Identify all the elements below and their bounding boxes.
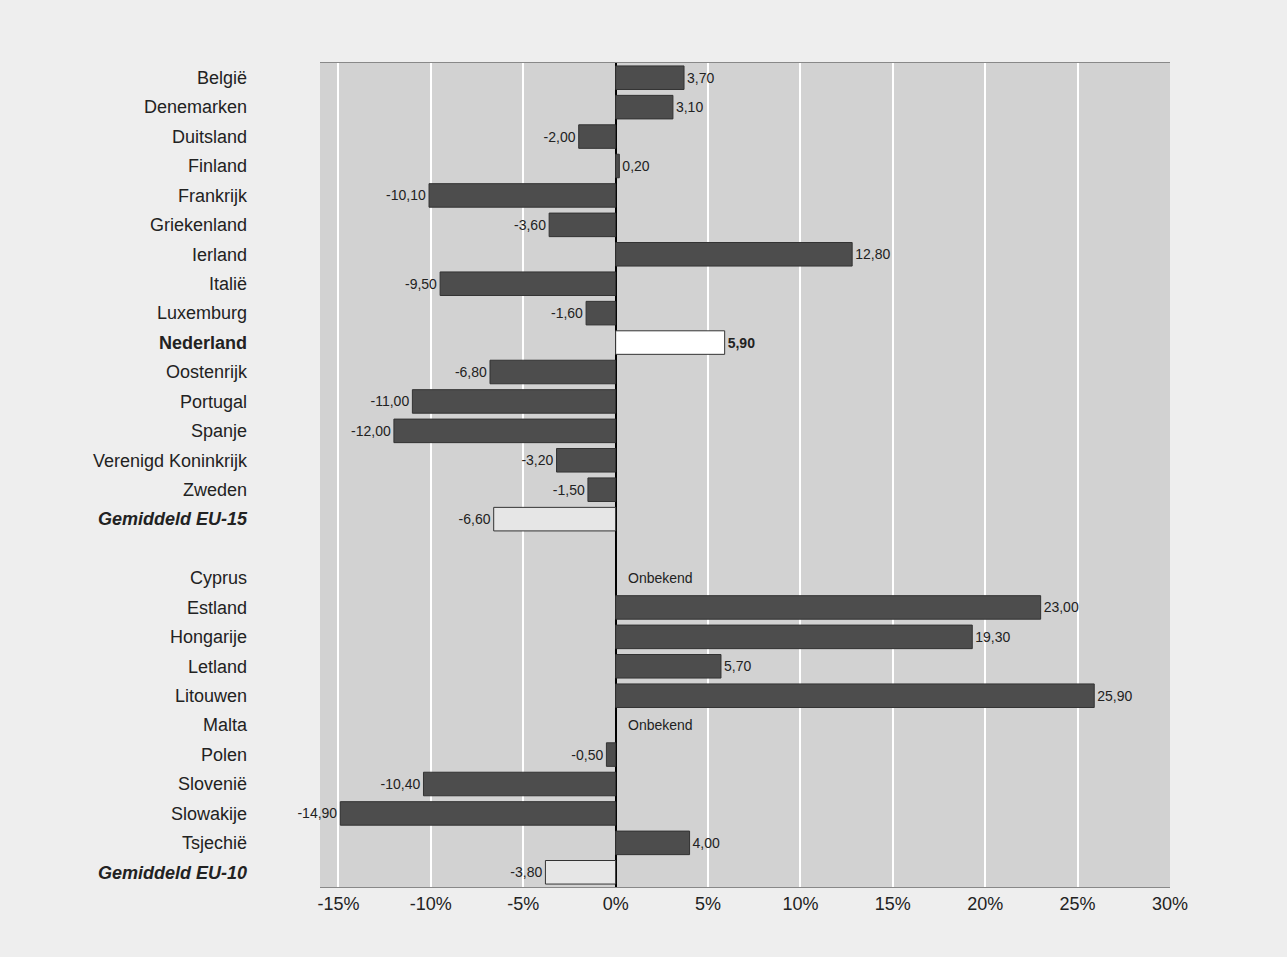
- svg-text:Estland: Estland: [187, 598, 247, 618]
- svg-text:Griekenland: Griekenland: [150, 215, 247, 235]
- svg-text:5,90: 5,90: [728, 335, 755, 351]
- svg-text:-14,90: -14,90: [297, 805, 337, 821]
- svg-text:20%: 20%: [967, 894, 1003, 914]
- svg-text:4,00: 4,00: [693, 835, 720, 851]
- svg-text:15%: 15%: [875, 894, 911, 914]
- svg-text:Onbekend: Onbekend: [628, 717, 693, 733]
- svg-text:3,10: 3,10: [676, 99, 703, 115]
- svg-text:Hongarije: Hongarije: [170, 627, 247, 647]
- svg-text:Cyprus: Cyprus: [190, 568, 247, 588]
- svg-text:-3,60: -3,60: [514, 217, 546, 233]
- svg-text:-11,00: -11,00: [371, 393, 410, 409]
- svg-text:-5%: -5%: [507, 894, 539, 914]
- svg-text:-3,80: -3,80: [510, 864, 542, 880]
- svg-text:3,70: 3,70: [687, 70, 714, 86]
- svg-text:Polen: Polen: [201, 745, 247, 765]
- svg-text:Gemiddeld EU-15: Gemiddeld EU-15: [98, 509, 248, 529]
- svg-text:5,70: 5,70: [724, 658, 751, 674]
- svg-text:Onbekend: Onbekend: [628, 570, 693, 586]
- svg-text:Denemarken: Denemarken: [144, 97, 247, 117]
- svg-text:-12,00: -12,00: [351, 423, 391, 439]
- svg-text:25,90: 25,90: [1097, 688, 1132, 704]
- svg-text:-10%: -10%: [410, 894, 452, 914]
- svg-text:Spanje: Spanje: [191, 421, 247, 441]
- svg-text:Oostenrijk: Oostenrijk: [166, 362, 248, 382]
- svg-text:Duitsland: Duitsland: [172, 127, 247, 147]
- svg-text:Gemiddeld EU-10: Gemiddeld EU-10: [98, 863, 247, 883]
- svg-text:Malta: Malta: [203, 715, 248, 735]
- svg-text:10%: 10%: [782, 894, 818, 914]
- svg-text:0%: 0%: [603, 894, 629, 914]
- svg-text:-6,60: -6,60: [459, 511, 491, 527]
- svg-text:-1,60: -1,60: [551, 305, 583, 321]
- svg-text:Verenigd Koninkrijk: Verenigd Koninkrijk: [93, 451, 248, 471]
- svg-text:België: België: [197, 68, 247, 88]
- svg-text:-1,50: -1,50: [553, 482, 585, 498]
- svg-text:-6,80: -6,80: [455, 364, 487, 380]
- svg-text:-15%: -15%: [317, 894, 359, 914]
- svg-text:Slovenië: Slovenië: [178, 774, 247, 794]
- svg-text:-2,00: -2,00: [544, 129, 576, 145]
- svg-text:19,30: 19,30: [975, 629, 1010, 645]
- svg-text:Zweden: Zweden: [183, 480, 247, 500]
- svg-text:-0,50: -0,50: [571, 747, 603, 763]
- svg-text:-10,10: -10,10: [386, 187, 426, 203]
- svg-text:Luxemburg: Luxemburg: [157, 303, 247, 323]
- svg-text:Frankrijk: Frankrijk: [178, 186, 248, 206]
- svg-text:-3,20: -3,20: [521, 452, 553, 468]
- svg-text:12,80: 12,80: [855, 246, 890, 262]
- svg-text:Finland: Finland: [188, 156, 247, 176]
- svg-text:Litouwen: Litouwen: [175, 686, 247, 706]
- svg-text:-9,50: -9,50: [405, 276, 437, 292]
- svg-text:Ierland: Ierland: [192, 245, 247, 265]
- svg-text:Letland: Letland: [188, 657, 247, 677]
- svg-text:5%: 5%: [695, 894, 721, 914]
- svg-text:30%: 30%: [1152, 894, 1188, 914]
- svg-text:Tsjechië: Tsjechië: [182, 833, 247, 853]
- svg-text:Slowakije: Slowakije: [171, 804, 247, 824]
- svg-text:Italië: Italië: [209, 274, 247, 294]
- svg-text:23,00: 23,00: [1044, 599, 1079, 615]
- svg-text:0,20: 0,20: [622, 158, 649, 174]
- svg-text:25%: 25%: [1060, 894, 1096, 914]
- svg-text:Portugal: Portugal: [180, 392, 247, 412]
- svg-text:-10,40: -10,40: [381, 776, 421, 792]
- svg-text:Nederland: Nederland: [159, 333, 247, 353]
